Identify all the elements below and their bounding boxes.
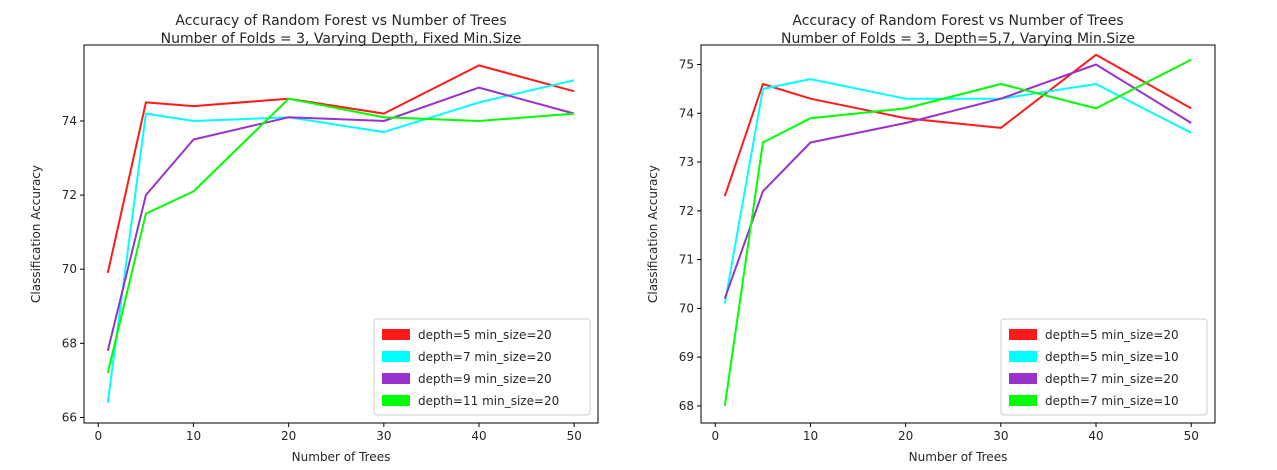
series-line-3	[106, 86, 575, 351]
y-tick-label: 68	[679, 399, 694, 413]
legend-swatch	[1009, 351, 1037, 362]
legend: depth=5 min_size=20 depth=7 min_size=20de…	[373, 318, 591, 416]
legend: depth=5 min_size=20 depth=5 min_size=10de…	[1000, 318, 1208, 416]
legend-entry: depth=11 min_size=20	[418, 394, 559, 408]
y-tick-label: 72	[62, 188, 77, 202]
legend-swatch	[1009, 395, 1037, 406]
y-tick-label: 71	[679, 253, 694, 267]
legend-swatch	[382, 373, 410, 384]
x-axis-label: Number of Trees	[292, 450, 391, 464]
series-line-4	[106, 97, 575, 374]
x-tick-label: 50	[567, 429, 582, 443]
legend-swatch	[1009, 329, 1037, 340]
x-tick-label: 0	[711, 429, 719, 443]
x-tick-label: 10	[186, 429, 201, 443]
legend-entry: depth=7 min_size=20	[1045, 372, 1179, 386]
chart-title: Accuracy of Random Forest vs Number of T…	[175, 13, 506, 29]
legend-swatch	[1009, 373, 1037, 384]
y-tick-label: 74	[679, 106, 694, 120]
legend-swatch	[382, 329, 410, 340]
x-tick-label: 50	[1184, 429, 1199, 443]
y-tick-label: 73	[679, 155, 694, 169]
y-tick-label: 70	[62, 262, 77, 276]
chart-title: Accuracy of Random Forest vs Number of T…	[792, 13, 1123, 29]
y-tick-label: 69	[679, 350, 694, 364]
chart-subtitle: Number of Folds = 3, Varying Depth, Fixe…	[161, 31, 522, 47]
y-tick-label: 72	[679, 204, 694, 218]
legend-entry: depth=5 min_size=20	[1045, 328, 1179, 342]
legend-entry: depth=5 min_size=20	[418, 328, 552, 342]
y-tick-label: 75	[679, 58, 694, 72]
y-tick-label: 70	[679, 301, 694, 315]
x-axis-label: Number of Trees	[909, 450, 1008, 464]
legend-swatch	[382, 395, 410, 406]
x-tick-label: 10	[803, 429, 818, 443]
plot-frame	[700, 44, 1216, 424]
legend-swatch	[382, 351, 410, 362]
x-tick-label: 20	[281, 429, 296, 443]
y-tick-label: 74	[62, 114, 77, 128]
legend-entry: depth=5 min_size=10	[1045, 350, 1179, 364]
y-tick-label: 68	[62, 336, 77, 350]
x-tick-label: 0	[94, 429, 102, 443]
legend-entry: depth=9 min_size=20	[418, 372, 552, 386]
x-tick-label: 30	[376, 429, 391, 443]
y-tick-label: 66	[62, 410, 77, 424]
y-axis-label: Classification Accuracy	[646, 165, 660, 303]
x-tick-label: 40	[471, 429, 486, 443]
legend-box	[373, 318, 591, 416]
x-tick-label: 40	[1088, 429, 1103, 443]
x-tick-label: 20	[898, 429, 913, 443]
legend-box	[1000, 318, 1208, 416]
legend-entry: depth=7 min_size=20	[418, 350, 552, 364]
chart-1: Accuracy of Random Forest vs Number of T…	[29, 13, 599, 464]
series-line-1	[723, 53, 1192, 197]
plot-frame	[83, 44, 599, 424]
series-line-4	[723, 58, 1192, 407]
legend-entry: depth=7 min_size=10	[1045, 394, 1179, 408]
x-tick-label: 30	[993, 429, 1008, 443]
y-axis-label: Classification Accuracy	[29, 165, 43, 303]
series-line-3	[723, 63, 1192, 299]
series-line-2	[723, 78, 1192, 304]
chart-2: Accuracy of Random Forest vs Number of T…	[646, 13, 1216, 464]
chart-subtitle: Number of Folds = 3, Depth=5,7, Varying …	[781, 31, 1135, 47]
